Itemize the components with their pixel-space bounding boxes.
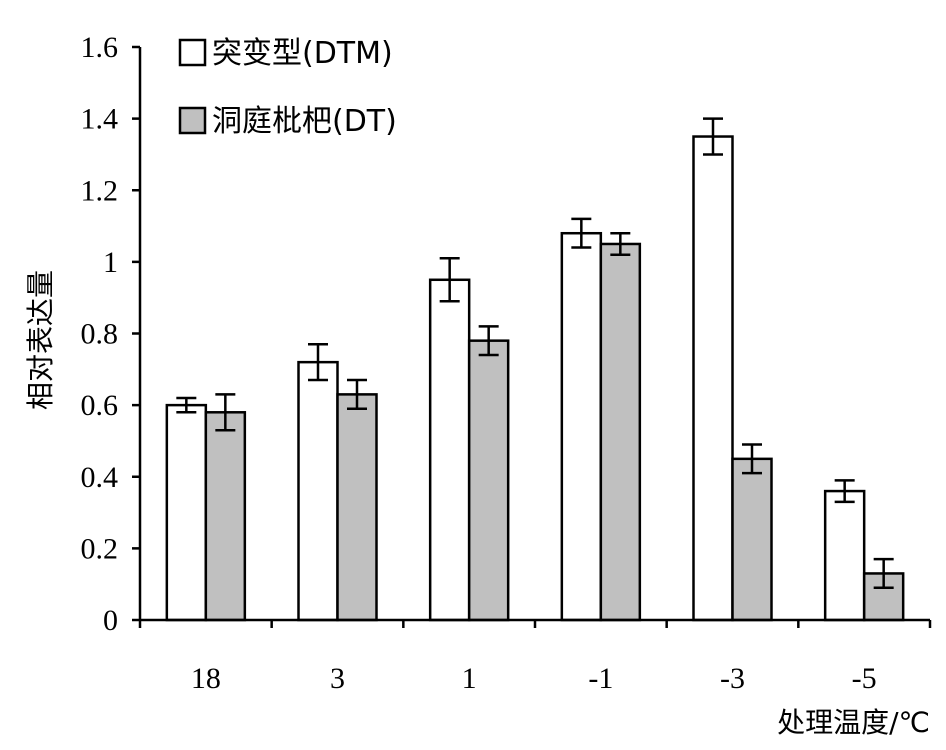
bar-dt xyxy=(599,242,642,622)
bars-group xyxy=(165,135,905,622)
x-axis-title: 处理温度/℃ xyxy=(777,706,930,739)
x-tick-label: 1 xyxy=(462,662,477,695)
y-tick-label: 1 xyxy=(103,246,118,279)
x-tick-label: -3 xyxy=(720,662,745,695)
legend-label-dt: 洞庭枇杷(DT) xyxy=(212,104,397,139)
y-tick-label: 0.2 xyxy=(81,532,119,565)
x-axis-ticks: 18 3 1 -1 -3 -5 xyxy=(138,620,932,695)
x-tick-label: -5 xyxy=(852,662,877,695)
legend-swatch-dtm xyxy=(178,38,207,67)
y-tick-label: 1.6 xyxy=(81,31,119,64)
bar-dt xyxy=(467,339,510,622)
x-tick-label: -1 xyxy=(588,662,613,695)
y-axis-title: 相对表达量 xyxy=(24,270,57,410)
y-tick-label: 0 xyxy=(103,604,118,637)
bar-dtm xyxy=(428,278,471,622)
bar-dtm xyxy=(560,231,603,622)
x-tick-label: 18 xyxy=(191,662,221,695)
y-tick-label: 0.6 xyxy=(81,389,119,422)
y-tick-label: 1.4 xyxy=(81,103,119,136)
bar-dt xyxy=(204,411,247,622)
bar-dtm xyxy=(165,403,208,622)
y-axis-ticks: 0 0.2 0.4 0.6 0.8 1 1.2 1.4 1.6 xyxy=(81,31,140,637)
bar-dt xyxy=(731,457,773,622)
legend-label-dtm: 突变型(DTM) xyxy=(212,36,393,71)
bar-dtm xyxy=(692,135,734,622)
bar-dtm xyxy=(297,360,339,622)
error-bars-group xyxy=(176,117,894,590)
legend-swatch-dt xyxy=(178,106,207,135)
bar-dtm xyxy=(823,489,866,622)
legend: 突变型(DTM) 洞庭枇杷(DT) xyxy=(178,36,397,139)
y-tick-label: 0.8 xyxy=(81,318,119,351)
axes xyxy=(138,47,930,622)
bar-dt xyxy=(336,393,378,622)
y-tick-label: 1.2 xyxy=(81,174,119,207)
y-tick-label: 0.4 xyxy=(81,461,119,494)
x-tick-label: 3 xyxy=(330,662,345,695)
